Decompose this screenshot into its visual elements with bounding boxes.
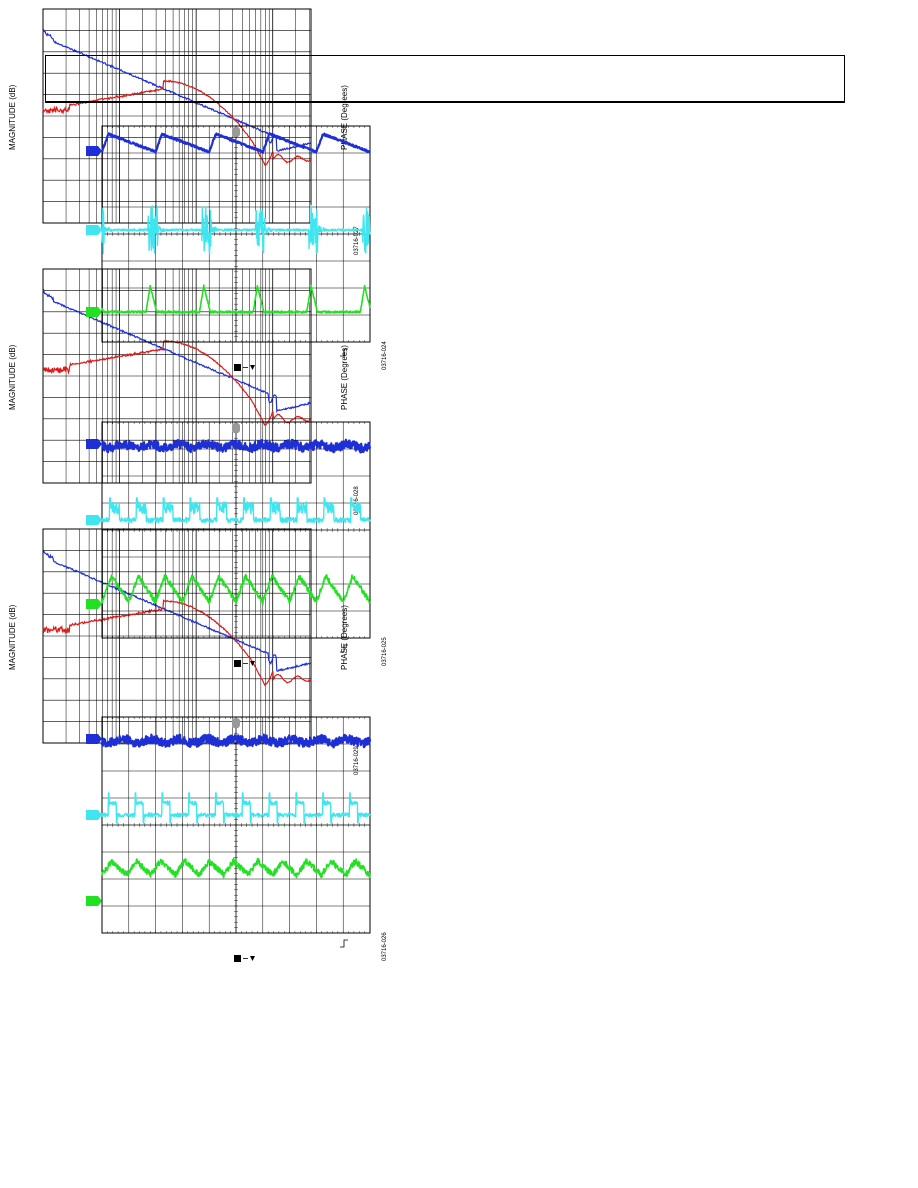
trigger-slope-icon	[340, 348, 348, 357]
scope-figure: 03716-024	[80, 118, 390, 378]
magnitude-axis-label: MAGNITUDE (dB)	[8, 604, 17, 670]
scope-trace-ch3	[101, 857, 371, 879]
trigger-icon	[234, 660, 241, 667]
channel-marker-icon	[86, 146, 102, 156]
channel-marker-icon	[86, 225, 102, 235]
magnitude-trace	[42, 28, 312, 152]
magnitude-trace	[42, 548, 312, 672]
trigger-arrow-icon	[250, 661, 255, 666]
channel-marker-icon	[86, 307, 102, 317]
scope-trace-ch1	[100, 733, 372, 749]
scope-figure: 03716-025	[80, 414, 390, 674]
scope-trace-ch2	[101, 204, 371, 255]
trigger-arrow-icon	[250, 956, 255, 961]
scope-svg: 03716-026	[86, 716, 388, 962]
scope-figure: 03716-026	[80, 709, 390, 969]
figure-id: 03716-029	[354, 746, 360, 775]
figure-id: 03716-028	[354, 486, 360, 515]
figure-id: 03716-027	[354, 226, 360, 255]
trigger-arrow-icon	[250, 365, 255, 370]
scope-trace-ch2	[101, 792, 371, 824]
channel-marker-icon	[86, 515, 102, 525]
figure-id: 03716-026	[382, 932, 388, 961]
scope-trace-ch1	[101, 438, 372, 454]
phase-axis-label: PHASE (Degrees)	[340, 85, 349, 150]
scope-trace-ch3	[101, 573, 371, 606]
trigger-position-icon	[232, 127, 240, 137]
channel-marker-icon	[86, 896, 102, 906]
scope-trace-ch1	[100, 132, 371, 154]
trigger-slope-icon	[340, 644, 348, 653]
channel-marker-icon	[86, 599, 102, 609]
page-header-box	[45, 55, 845, 103]
trigger-position-icon	[232, 718, 240, 728]
channel-marker-icon	[86, 810, 102, 820]
trigger-icon	[234, 955, 241, 962]
scope-trace-ch3	[101, 284, 371, 314]
phase-trace	[42, 599, 312, 687]
scope-svg: 03716-024	[86, 125, 388, 371]
magnitude-axis-label: MAGNITUDE (dB)	[8, 344, 17, 410]
trigger-slope-icon	[340, 939, 348, 948]
phase-axis-label: PHASE (Degrees)	[340, 605, 349, 670]
trigger-icon	[234, 364, 241, 371]
channel-marker-icon	[86, 439, 102, 449]
scope-svg: 03716-025	[86, 421, 388, 667]
trigger-position-icon	[232, 423, 240, 433]
scope-trace-ch2	[101, 497, 371, 524]
figure-id: 03716-025	[382, 637, 388, 666]
phase-axis-label: PHASE (Degrees)	[340, 345, 349, 410]
magnitude-axis-label: MAGNITUDE (dB)	[8, 84, 17, 150]
figure-id: 03716-024	[382, 341, 388, 370]
channel-marker-icon	[86, 734, 102, 744]
